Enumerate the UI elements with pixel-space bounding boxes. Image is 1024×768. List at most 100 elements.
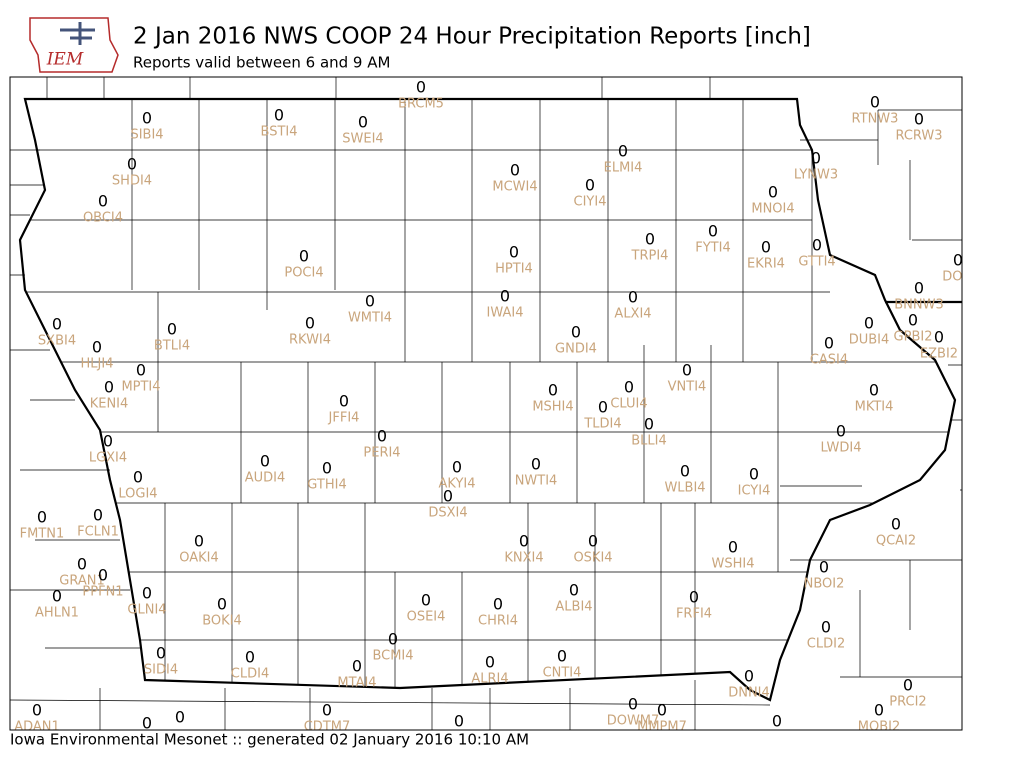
- station-id: GRAN1: [59, 574, 104, 589]
- station-id: TRPI4: [631, 249, 669, 264]
- station-value: 0: [744, 667, 754, 686]
- station-value: 0: [914, 110, 924, 129]
- station-id: ELMI4: [604, 161, 643, 176]
- station-value: 0: [299, 247, 309, 266]
- station-id: RKWI4: [289, 333, 331, 348]
- station-id: DOM: [942, 270, 973, 285]
- station-id: QCAI2: [876, 534, 916, 549]
- station-value: 0: [680, 462, 690, 481]
- station-value: 0: [821, 618, 831, 637]
- station-id: DUBI4: [849, 333, 890, 348]
- station-value: 0: [98, 192, 108, 211]
- station-id: SXBI4: [38, 334, 76, 349]
- station-id: MTAI4: [337, 676, 376, 691]
- station-value: 0: [32, 701, 42, 720]
- station-id: NBOI2: [804, 577, 845, 592]
- station-id: OAKI4: [179, 551, 219, 566]
- station-id: GNDI4: [555, 342, 597, 357]
- map-frame: [9, 76, 963, 731]
- station-id: FYTI4: [695, 241, 730, 256]
- station-id: GTHI4: [307, 478, 346, 493]
- station-id: PERI4: [363, 446, 400, 461]
- station-value: 0: [388, 630, 398, 649]
- station-value: 0: [358, 113, 368, 132]
- station-id: KNXI4: [504, 551, 543, 566]
- station-id: EZBI2: [920, 347, 958, 362]
- station-value: 0: [908, 311, 918, 330]
- station-value: 0: [749, 465, 759, 484]
- station-value: 0: [869, 381, 879, 400]
- station-id: CDTM7: [304, 720, 351, 735]
- footer: Iowa Environmental Mesonet :: generated …: [10, 731, 529, 749]
- station-value: 0: [864, 314, 874, 333]
- station-id: KENI4: [90, 397, 129, 412]
- station-id: HLJI4: [81, 357, 114, 372]
- station-id: AUDI4: [245, 471, 286, 486]
- station-value: 0: [874, 701, 884, 720]
- station-value: 0: [585, 176, 595, 195]
- station-value: 0: [142, 584, 152, 603]
- station-value: 0: [500, 287, 510, 306]
- station-value: 0: [142, 109, 152, 128]
- station-value: 0: [443, 487, 453, 506]
- station-value: 0: [127, 155, 137, 174]
- station-value: 0: [588, 532, 598, 551]
- station-id: WSHI4: [712, 557, 755, 572]
- station-id: ALBI4: [555, 600, 592, 615]
- station-value: 0: [352, 657, 362, 676]
- station-value: 0: [509, 243, 519, 262]
- station-value: 0: [768, 183, 778, 202]
- station-id: BLLI4: [631, 434, 667, 449]
- station-value: 0: [519, 532, 529, 551]
- station-value: 0: [824, 334, 834, 353]
- station-value: 0: [628, 288, 638, 307]
- station-value: 0: [37, 508, 47, 527]
- station-value: 0: [454, 712, 464, 731]
- station-value: 0: [836, 422, 846, 441]
- station-value: 0: [245, 648, 255, 667]
- station-id: POCI4: [284, 266, 323, 281]
- station-id: WMTI4: [348, 311, 392, 326]
- station-value: 0: [708, 222, 718, 241]
- station-id: PRCI2: [889, 695, 926, 710]
- station-value: 0: [416, 78, 426, 97]
- logo-text: IEM: [46, 50, 84, 70]
- subtitle: Reports valid between 6 and 9 AM: [133, 54, 390, 72]
- station-value: 0: [569, 581, 579, 600]
- station-id: ALXI4: [614, 307, 651, 322]
- station-value: 0: [891, 515, 901, 534]
- station-id: RCRW3: [895, 129, 942, 144]
- station-id: ALRI4: [471, 672, 508, 687]
- station-value: 0: [92, 338, 102, 357]
- station-value: 0: [953, 251, 963, 270]
- station-value: 0: [167, 320, 177, 339]
- station-value: 0: [194, 532, 204, 551]
- station-id: DOWM7: [607, 714, 660, 729]
- station-id: GLNI4: [127, 603, 166, 618]
- station-value: 0: [914, 279, 924, 298]
- station-value: 0: [644, 415, 654, 434]
- station-id: VNTI4: [668, 380, 707, 395]
- station-id: CNTI4: [543, 666, 582, 681]
- station-id: OSEI4: [407, 610, 446, 625]
- station-value: 0: [322, 459, 332, 478]
- station-id: SHDI4: [112, 174, 152, 189]
- station-id: BTLI4: [154, 339, 190, 354]
- station-id: WLBI4: [664, 481, 705, 496]
- station-value: 0: [305, 314, 315, 333]
- station-id: TLDI4: [583, 417, 621, 432]
- station-id: JFFI4: [328, 411, 360, 426]
- station-id: OBCI4: [83, 211, 123, 226]
- station-value: 0: [493, 595, 503, 614]
- station-id: OSKI4: [573, 551, 612, 566]
- station-id: BNNW3: [894, 298, 944, 313]
- station-id: BRCM5: [398, 97, 444, 112]
- station-id: MMPM7: [637, 720, 687, 735]
- station-value: 0: [557, 647, 567, 666]
- station-value: 0: [772, 712, 782, 731]
- station-id: LYNW3: [794, 168, 838, 183]
